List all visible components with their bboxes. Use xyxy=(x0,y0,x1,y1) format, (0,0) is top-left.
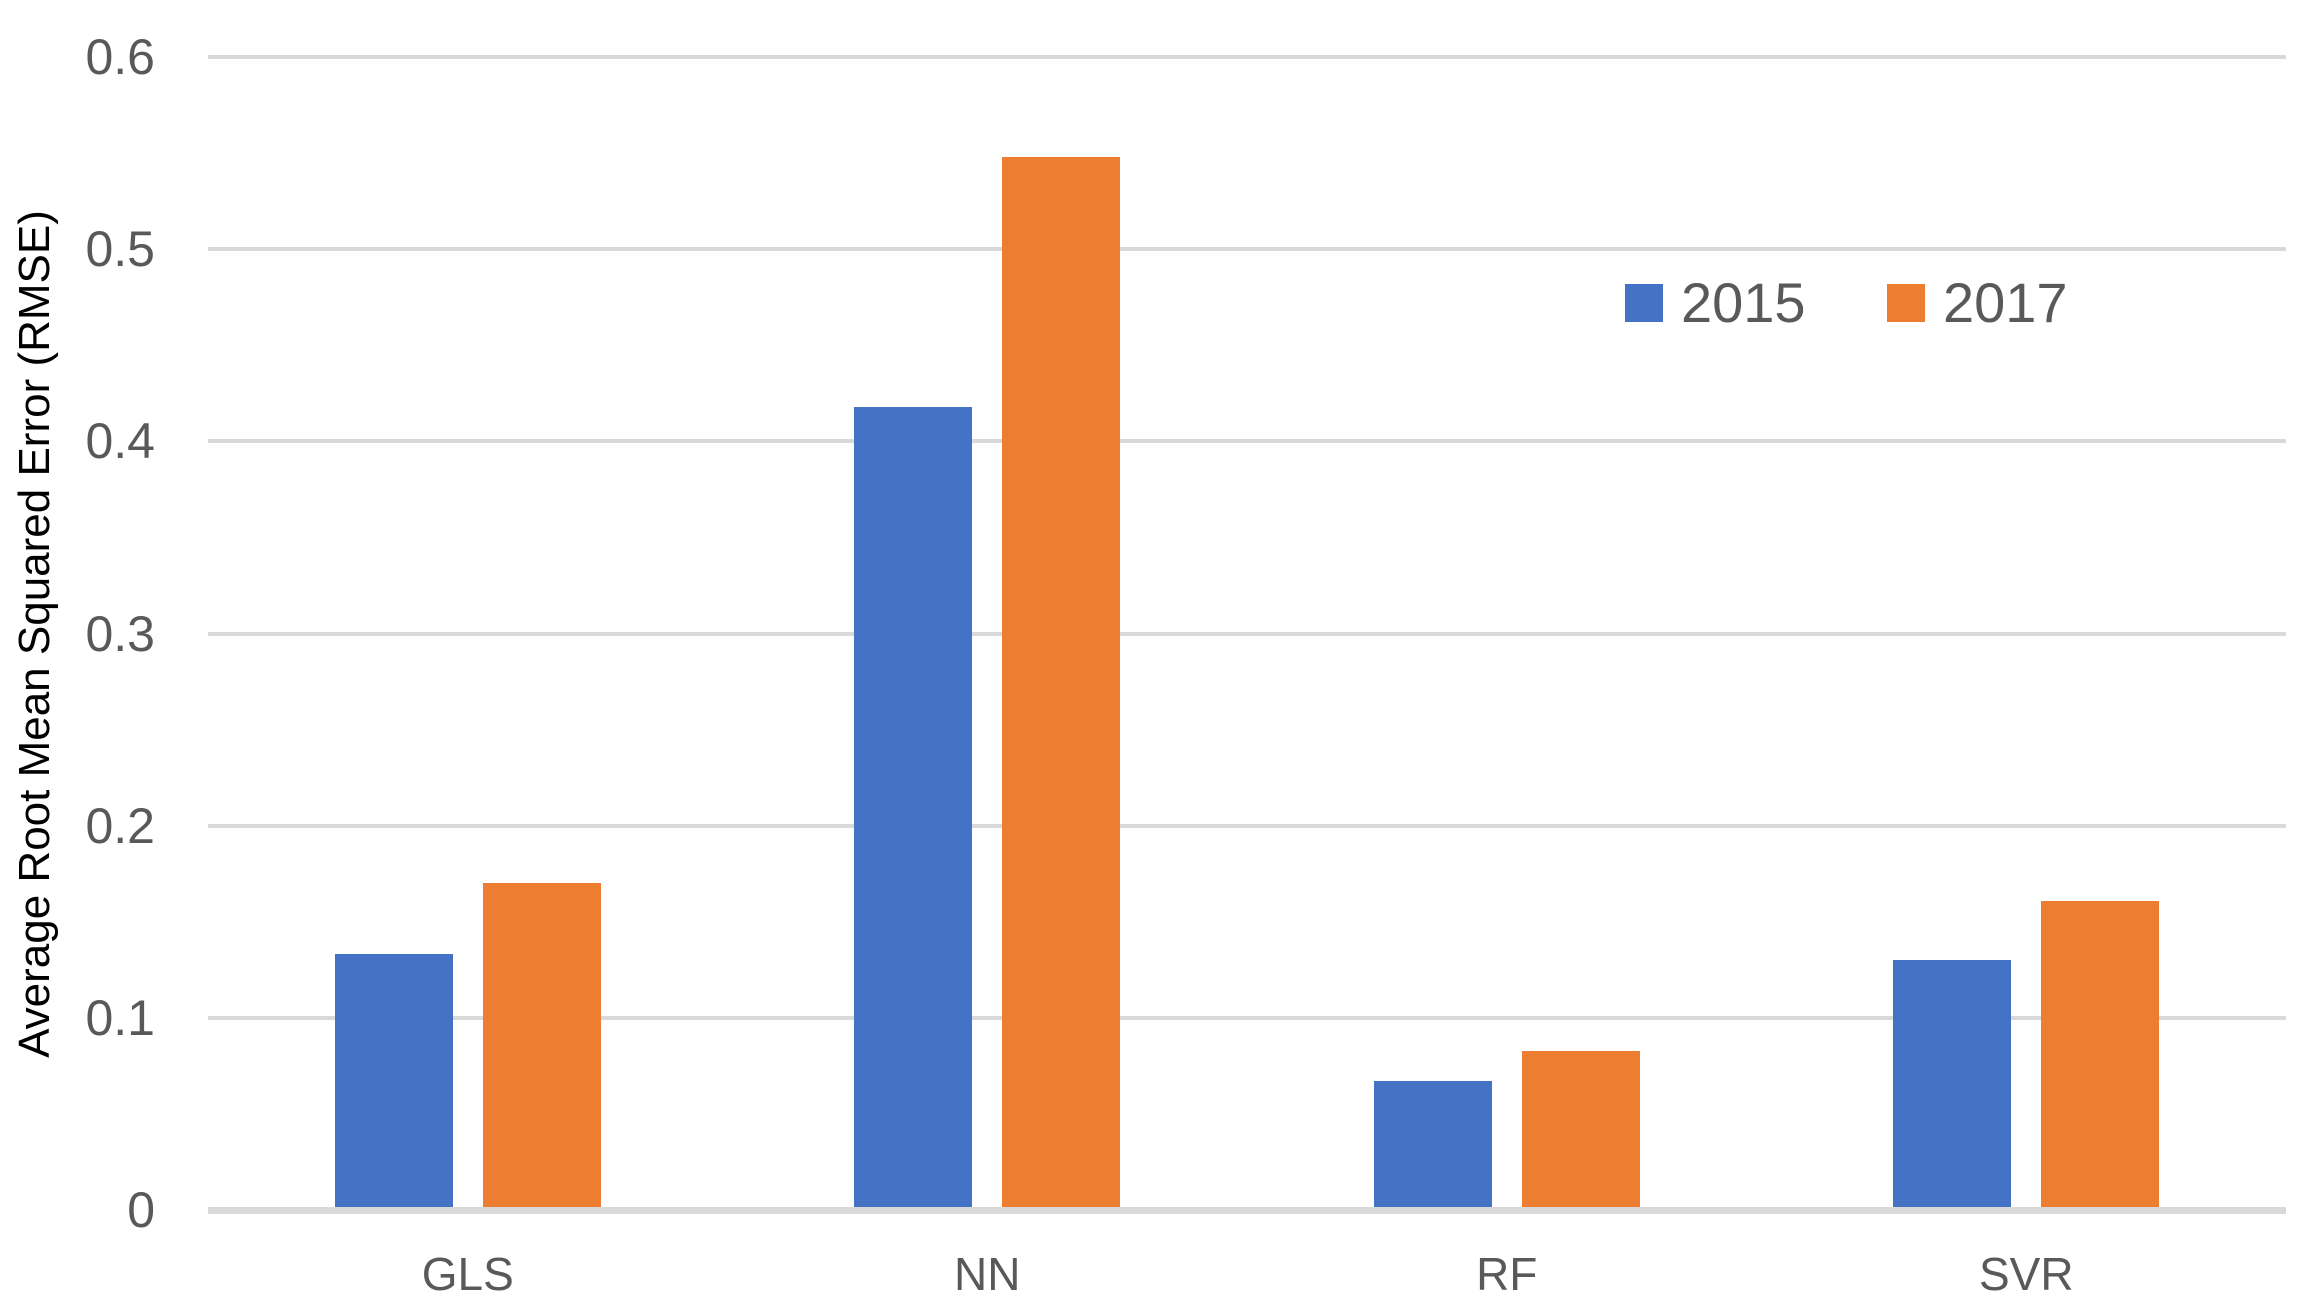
y-tick-label: 0.6 xyxy=(85,29,155,85)
y-tick-label: 0.3 xyxy=(85,605,155,662)
bar-2015-NN xyxy=(854,406,973,1210)
gridline-y-0.4 xyxy=(208,439,2286,444)
gridline-y-0.6 xyxy=(208,55,2286,59)
bar-2015-RF xyxy=(1373,1081,1492,1210)
bar-2015-SVR xyxy=(1893,960,2012,1210)
bar-2015-GLS xyxy=(334,954,453,1210)
y-tick-label: 0.2 xyxy=(85,797,155,854)
gridline-y-0.1 xyxy=(208,1015,2286,1020)
bar-2017-RF xyxy=(1521,1050,1640,1210)
y-tick-label: 0.4 xyxy=(85,413,155,470)
x-category-label-RF: RF xyxy=(1476,1248,1538,1300)
legend-label: 2015 xyxy=(1681,271,1806,334)
gridline-y-0.3 xyxy=(208,631,2286,636)
y-tick-label: 0.5 xyxy=(85,221,155,278)
x-category-label-GLS: GLS xyxy=(421,1248,514,1300)
gridline-y-0.2 xyxy=(208,823,2286,828)
x-category-label-NN: NN xyxy=(954,1248,1021,1300)
bar-2017-SVR xyxy=(2041,900,2160,1210)
bar-2017-GLS xyxy=(482,883,601,1210)
legend-swatch-icon xyxy=(1887,284,1925,322)
gridline-y-0.5 xyxy=(208,247,2286,252)
legend-item-2015: 2015 xyxy=(1625,271,1806,334)
x-category-label-SVR: SVR xyxy=(1978,1248,2074,1300)
legend-label: 2017 xyxy=(1943,271,2068,334)
legend-swatch-icon xyxy=(1625,284,1663,322)
bar-2017-NN xyxy=(1002,156,1121,1210)
legend-item-2017: 2017 xyxy=(1887,271,2068,334)
y-tick-label: 0 xyxy=(127,1182,155,1238)
y-tick-label: 0.1 xyxy=(85,989,155,1046)
x-axis-line xyxy=(208,1207,2286,1214)
